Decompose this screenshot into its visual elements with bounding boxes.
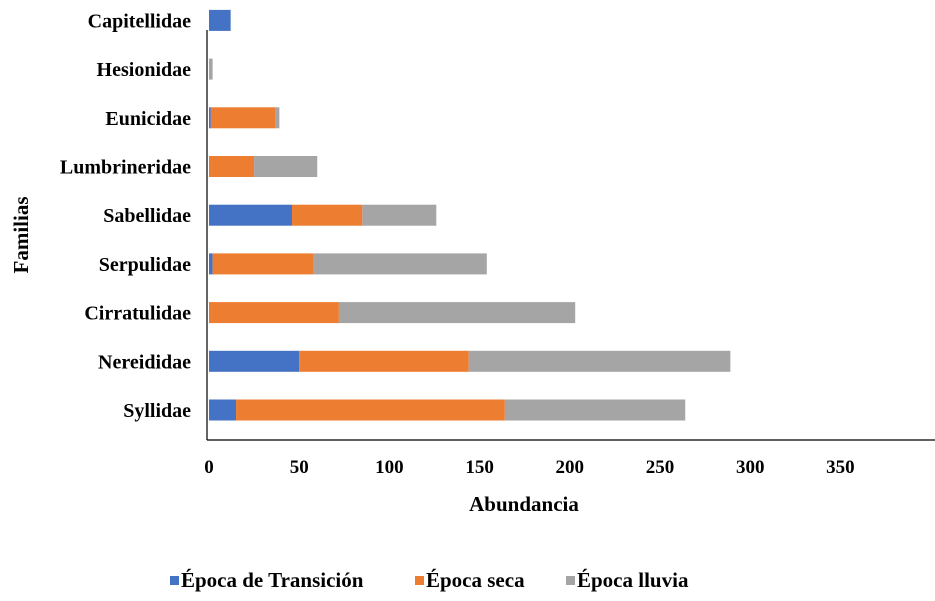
bar-lumbrineridae-epoca-seca <box>209 156 255 177</box>
bar-nereididae-epoca-lluvia <box>468 350 731 372</box>
bar-hesionidae-epoca-lluvia <box>209 58 213 80</box>
bar-sabellidae-epoca-seca <box>291 204 363 226</box>
x-tick-label-150: 150 <box>465 457 494 478</box>
category-label-sabellidae: Sabellidae <box>103 205 191 227</box>
x-tick-label-0: 0 <box>204 457 214 478</box>
bar-cirratulidae-epoca-seca <box>209 302 339 324</box>
bar-serpulidae-epoca-lluvia <box>313 253 487 275</box>
bar-syllidae-epoca-seca <box>236 399 505 421</box>
x-axis-title: Abundancia <box>469 492 579 516</box>
y-axis-title: Familias <box>9 197 33 274</box>
legend-swatch-epoca-de-transicion <box>170 576 179 585</box>
bar-serpulidae-epoca-de-transicion <box>209 253 213 275</box>
bar-sabellidae-epoca-de-transicion <box>209 204 292 226</box>
bar-sabellidae-epoca-lluvia <box>362 204 437 226</box>
category-label-serpulidae: Serpulidae <box>99 254 191 276</box>
bar-eunicidae-epoca-lluvia <box>275 107 280 129</box>
category-labels: Syllidae Nereididae Cirratulidae Serpulidae… <box>60 10 191 422</box>
x-tick-label-200: 200 <box>556 457 585 478</box>
bar-nereididae-epoca-de-transicion <box>209 350 300 372</box>
bar-eunicidae-epoca-de-transicion <box>209 107 211 129</box>
legend-label-epoca-de-transicion: Época de Transición <box>181 568 364 592</box>
legend-label-epoca-lluvia: Época lluvia <box>577 568 689 592</box>
bar-cirratulidae-epoca-lluvia <box>338 302 576 324</box>
x-tick-label-100: 100 <box>375 457 404 478</box>
bar-syllidae-epoca-de-transicion <box>209 399 237 421</box>
category-label-lumbrineridae: Lumbrineridae <box>60 157 191 179</box>
x-tick-labels: 0 50 100 150 200 250 300 350 <box>204 457 854 478</box>
bar-serpulidae-epoca-seca <box>212 253 314 275</box>
bar-eunicidae-epoca-seca <box>210 107 276 129</box>
bar-nereididae-epoca-seca <box>299 350 469 372</box>
category-label-cirratulidae: Cirratulidae <box>84 303 191 325</box>
x-tick-label-250: 250 <box>646 457 675 478</box>
legend-swatch-epoca-lluvia <box>566 576 575 585</box>
category-label-capitellidae: Capitellidae <box>88 10 191 32</box>
x-tick-label-50: 50 <box>290 457 309 478</box>
category-label-nereididae: Nereididae <box>98 351 191 373</box>
bars-layer <box>209 9 731 421</box>
bar-capitellidae-epoca-de-transicion <box>209 9 231 31</box>
legend: Época de Transición Época seca Época lluvi… <box>170 568 689 592</box>
bar-lumbrineridae-epoca-lluvia <box>254 156 318 177</box>
category-label-eunicidae: Eunicidae <box>105 108 191 130</box>
legend-swatch-epoca-seca <box>415 576 424 585</box>
bar-syllidae-epoca-lluvia <box>504 399 686 421</box>
legend-label-epoca-seca: Época seca <box>426 568 525 592</box>
category-label-syllidae: Syllidae <box>123 400 191 422</box>
x-tick-label-300: 300 <box>736 457 765 478</box>
x-tick-label-350: 350 <box>826 457 855 478</box>
category-label-hesionidae: Hesionidae <box>97 59 192 81</box>
